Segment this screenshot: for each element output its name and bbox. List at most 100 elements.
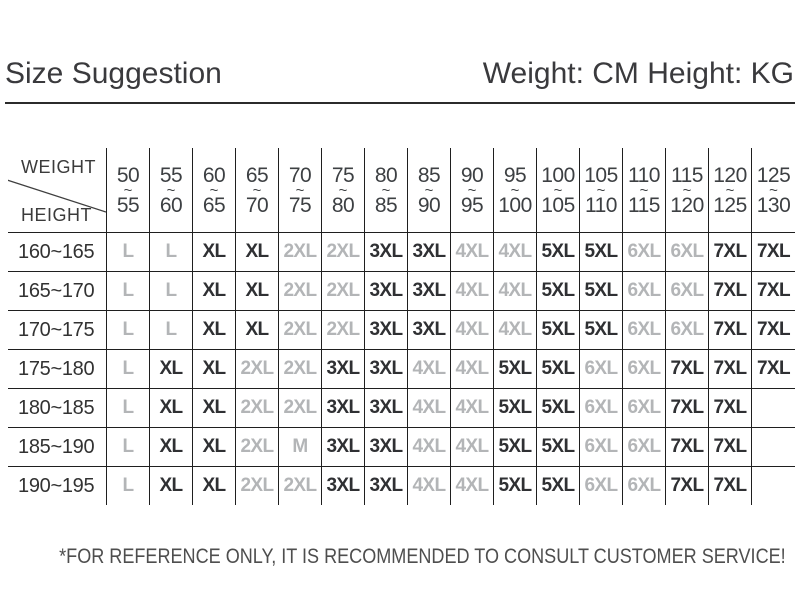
title-bar: Size Suggestion Weight: CM Height: KG [0, 0, 800, 92]
weight-range-header: 60 ~65 [193, 148, 236, 232]
size-cell [752, 427, 795, 466]
height-range-label: 185~190 [8, 427, 107, 466]
size-cell [752, 388, 795, 427]
size-cell: 2XL [279, 271, 322, 310]
size-cell: XL [193, 271, 236, 310]
size-cell: 2XL [236, 427, 279, 466]
size-cell: 3XL [365, 310, 408, 349]
size-cell: 2XL [322, 310, 365, 349]
size-cell: 2XL [236, 466, 279, 505]
size-cell: 5XL [537, 427, 580, 466]
size-cell: 6XL [623, 427, 666, 466]
size-cell: L [107, 466, 150, 505]
size-cell: 7XL [666, 388, 709, 427]
size-cell: 4XL [494, 232, 537, 271]
size-cell: 5XL [537, 271, 580, 310]
size-cell: 5XL [537, 232, 580, 271]
weight-range-header: 85 ~90 [408, 148, 451, 232]
weight-range-header: 110 ~115 [623, 148, 666, 232]
size-cell: XL [236, 310, 279, 349]
size-cell: 6XL [666, 271, 709, 310]
size-cell: 7XL [709, 271, 752, 310]
size-cell: 6XL [580, 388, 623, 427]
size-cell: L [107, 427, 150, 466]
height-range-label: 160~165 [8, 232, 107, 271]
size-cell: 3XL [408, 271, 451, 310]
size-cell: 3XL [322, 427, 365, 466]
size-cell: 3XL [322, 388, 365, 427]
size-cell: 4XL [494, 271, 537, 310]
size-cell: 4XL [451, 427, 494, 466]
size-cell: 4XL [451, 310, 494, 349]
weight-range-header: 75 ~80 [322, 148, 365, 232]
size-cell: 2XL [279, 349, 322, 388]
size-cell: L [107, 388, 150, 427]
size-cell: 6XL [623, 310, 666, 349]
size-cell: 2XL [236, 388, 279, 427]
size-cell: 3XL [365, 466, 408, 505]
size-cell: 3XL [322, 466, 365, 505]
weight-range-header: 65 ~70 [236, 148, 279, 232]
size-cell: 3XL [408, 310, 451, 349]
size-cell: M [279, 427, 322, 466]
size-cell: 3XL [408, 232, 451, 271]
size-cell: 5XL [580, 271, 623, 310]
size-cell: 2XL [279, 232, 322, 271]
size-cell: 6XL [580, 427, 623, 466]
size-cell: L [150, 271, 193, 310]
size-cell: 3XL [365, 232, 408, 271]
size-cell: XL [193, 349, 236, 388]
size-cell: XL [236, 271, 279, 310]
size-cell: 7XL [752, 310, 795, 349]
weight-range-header: 95 ~100 [494, 148, 537, 232]
size-cell: 6XL [666, 232, 709, 271]
size-cell: XL [150, 388, 193, 427]
size-cell: L [107, 271, 150, 310]
size-cell: 3XL [365, 271, 408, 310]
weight-range-header: 125 ~130 [756, 163, 791, 217]
size-cell: 6XL [666, 310, 709, 349]
diagonal-line [8, 148, 106, 232]
size-cell: 7XL [709, 466, 752, 505]
weight-range-header: 80 ~85 [365, 148, 408, 232]
height-range-label: 170~175 [8, 310, 107, 349]
size-cell: 5XL [494, 349, 537, 388]
size-cell: L [107, 310, 150, 349]
size-cell: 2XL [279, 388, 322, 427]
title-divider [5, 102, 795, 104]
size-cell: 7XL [666, 349, 709, 388]
size-cell: 2XL [236, 349, 279, 388]
size-cell: 4XL [408, 466, 451, 505]
size-cell: L [150, 232, 193, 271]
size-cell: XL [193, 232, 236, 271]
footnote-text: *FOR REFERENCE ONLY, IT IS RECOMMENDED T… [59, 545, 786, 568]
size-cell: 2XL [322, 271, 365, 310]
size-cell: 4XL [451, 388, 494, 427]
size-cell: 5XL [537, 388, 580, 427]
corner-weight-label: WEIGHT [21, 157, 96, 177]
size-cell: 7XL [752, 349, 795, 388]
size-cell: 7XL [709, 232, 752, 271]
height-range-label: 175~180 [8, 349, 107, 388]
size-cell: 6XL [580, 349, 623, 388]
corner-cell: WEIGHT HEIGHT [8, 148, 107, 232]
size-cell: 5XL [580, 310, 623, 349]
weight-range-header: 50 ~55 [107, 148, 150, 232]
size-cell: 3XL [365, 388, 408, 427]
corner-height-label: HEIGHT [21, 205, 93, 225]
size-cell: 6XL [580, 466, 623, 505]
size-cell: XL [236, 232, 279, 271]
size-cell: XL [150, 466, 193, 505]
weight-range-header: 105 ~110 [580, 148, 623, 232]
size-cell: 3XL [365, 349, 408, 388]
page-title: Size Suggestion [5, 57, 222, 90]
size-cell: 6XL [623, 271, 666, 310]
weight-range-header: 70 ~75 [279, 148, 322, 232]
size-cell: 5XL [580, 232, 623, 271]
size-cell: 5XL [537, 349, 580, 388]
size-cell: 7XL [709, 427, 752, 466]
size-cell: 2XL [279, 310, 322, 349]
size-cell: 4XL [451, 271, 494, 310]
weight-range-header: 90 ~95 [451, 148, 494, 232]
